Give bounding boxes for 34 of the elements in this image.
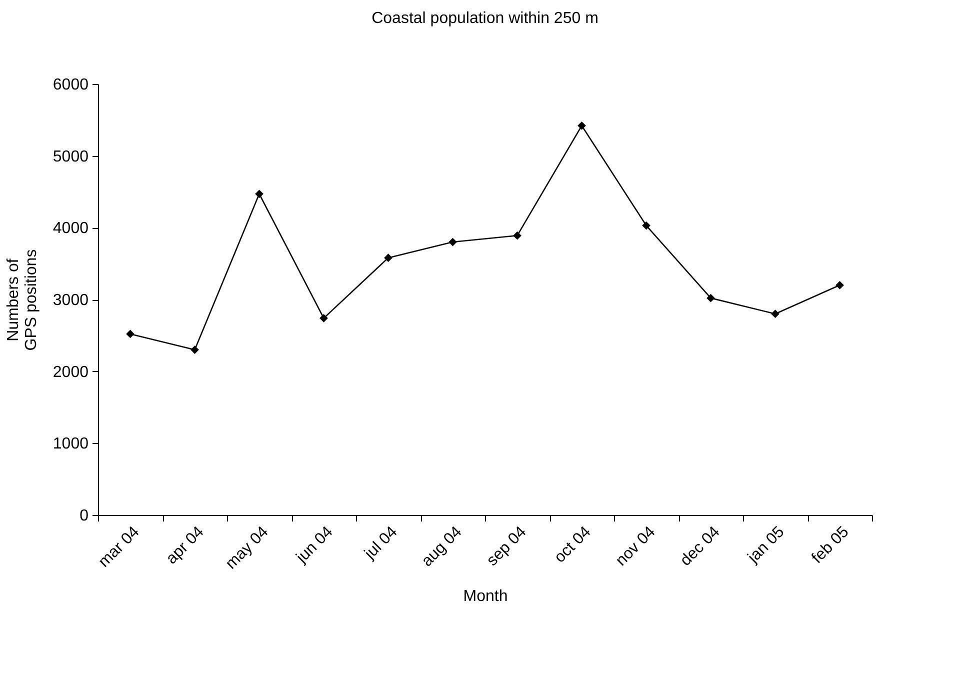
point	[578, 121, 586, 130]
x-tick-label: oct 04	[551, 523, 594, 566]
y-tick-label: 1000	[52, 436, 89, 453]
point	[190, 346, 199, 354]
y-tick-label: 3000	[52, 292, 89, 309]
x-tick-label: jan 05	[744, 523, 788, 568]
y-tick-label: 4000	[52, 220, 89, 238]
point	[771, 310, 780, 318]
x-tick-label: aug 04	[418, 523, 466, 570]
point	[642, 221, 650, 230]
point	[513, 231, 522, 240]
y-axis-title: Numbers of GPS positions	[4, 249, 40, 351]
chart-title: Coastal population within 250 m	[372, 10, 598, 27]
x-tick-label: dec 04	[677, 523, 724, 570]
x-tick-label: mar 04	[96, 523, 143, 571]
y-tick-label: 6000	[52, 76, 89, 94]
x-tick-label: nov 04	[612, 523, 659, 570]
x-axis-title: Month	[463, 588, 508, 605]
x-tick-label: may 04	[222, 523, 272, 573]
y-tick-label: 5000	[52, 148, 89, 166]
y-tick-label: 2000	[52, 364, 89, 381]
x-tick-label: jun 04	[292, 523, 336, 568]
point	[836, 280, 844, 290]
point	[448, 238, 457, 246]
point	[126, 330, 134, 338]
x-tick-label: feb 05	[808, 523, 852, 567]
x-tick-label: sep 04	[484, 523, 530, 570]
point	[320, 314, 328, 322]
point	[706, 294, 715, 302]
x-tick-label: apr 04	[163, 523, 208, 568]
x-tick-label: jul 04	[360, 523, 401, 564]
y-tick-label: 0	[80, 508, 89, 524]
point	[255, 190, 264, 198]
point	[384, 254, 392, 262]
